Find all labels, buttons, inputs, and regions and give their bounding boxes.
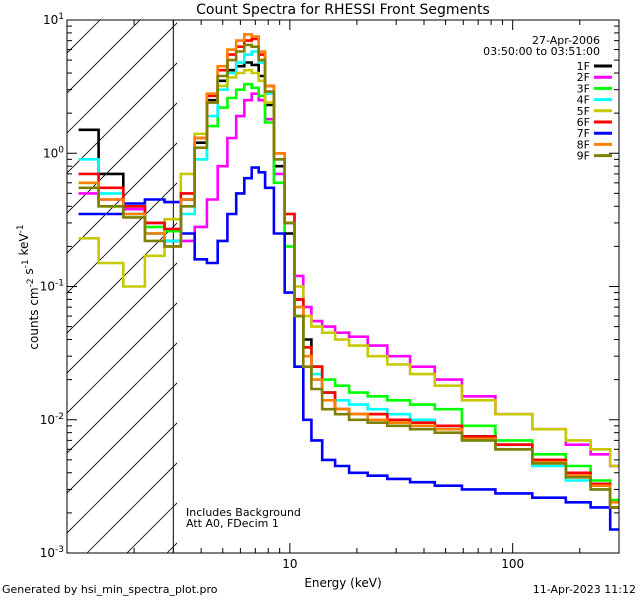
legend-label-1f: 1F	[577, 60, 590, 73]
y-tick-label: 10-2	[40, 412, 64, 427]
hatched-region	[67, 0, 640, 553]
y-tick-label: 100	[43, 145, 64, 160]
hatch-line	[67, 422, 177, 534]
legend-label-5f: 5F	[577, 105, 590, 118]
legend-label-4f: 4F	[577, 94, 590, 107]
hatch-line	[207, 0, 640, 553]
footer-generator: Generated by hsi_min_spectra_plot.pro	[2, 583, 218, 596]
legend-label-7f: 7F	[577, 127, 590, 140]
hatch-line	[67, 182, 177, 294]
y-axis-label-text: counts cm-2 s-1 keV-1	[16, 224, 41, 349]
hatch-line	[67, 222, 177, 334]
y-tick-label: 101	[43, 12, 64, 27]
hatch-line	[67, 20, 141, 94]
series-line-9f	[78, 43, 619, 509]
hatch-line	[166, 542, 177, 553]
legend-label-9f: 9F	[577, 150, 590, 163]
series-line-5f	[78, 68, 619, 468]
legend-label-2f: 2F	[577, 71, 590, 84]
hatch-line	[67, 22, 177, 134]
hatch-line	[67, 382, 177, 494]
x-axis-label: Energy (keV)	[304, 576, 381, 590]
legend-label-3f: 3F	[577, 82, 590, 95]
hatch-line	[126, 502, 177, 553]
date-info-text: 03:50:00 to 03:51:00	[483, 45, 600, 58]
axes: 10 100 10-3 10-2 10-1 100 101	[40, 12, 620, 571]
background-info-text: Att A0, FDecim 1	[186, 517, 279, 530]
y-tick-label: 10-1	[40, 279, 64, 294]
y-axis-label: counts cm-2 s-1 keV-1	[16, 224, 41, 349]
background-info-text: Includes Background	[186, 506, 301, 519]
series-line-8f	[78, 33, 619, 504]
legend-label-6f: 6F	[577, 116, 590, 129]
series-line-3f	[78, 82, 619, 502]
hatch-line	[67, 142, 177, 254]
x-tick-label: 10	[282, 557, 297, 571]
series-line-6f	[78, 37, 619, 509]
legend-label-8f: 8F	[577, 138, 590, 151]
series-group	[78, 33, 619, 531]
hatch-line	[67, 302, 177, 414]
hatch-line	[86, 462, 177, 553]
chart-title: Count Spectra for RHESSI Front Segments	[196, 2, 490, 18]
x-tick-label: 100	[501, 557, 524, 571]
y-tick-label: 10-3	[40, 545, 64, 560]
plot-frame	[66, 19, 620, 554]
date-info-text: 27-Apr-2006	[532, 34, 600, 47]
footer-timestamp: 11-Apr-2023 11:12	[532, 583, 636, 596]
